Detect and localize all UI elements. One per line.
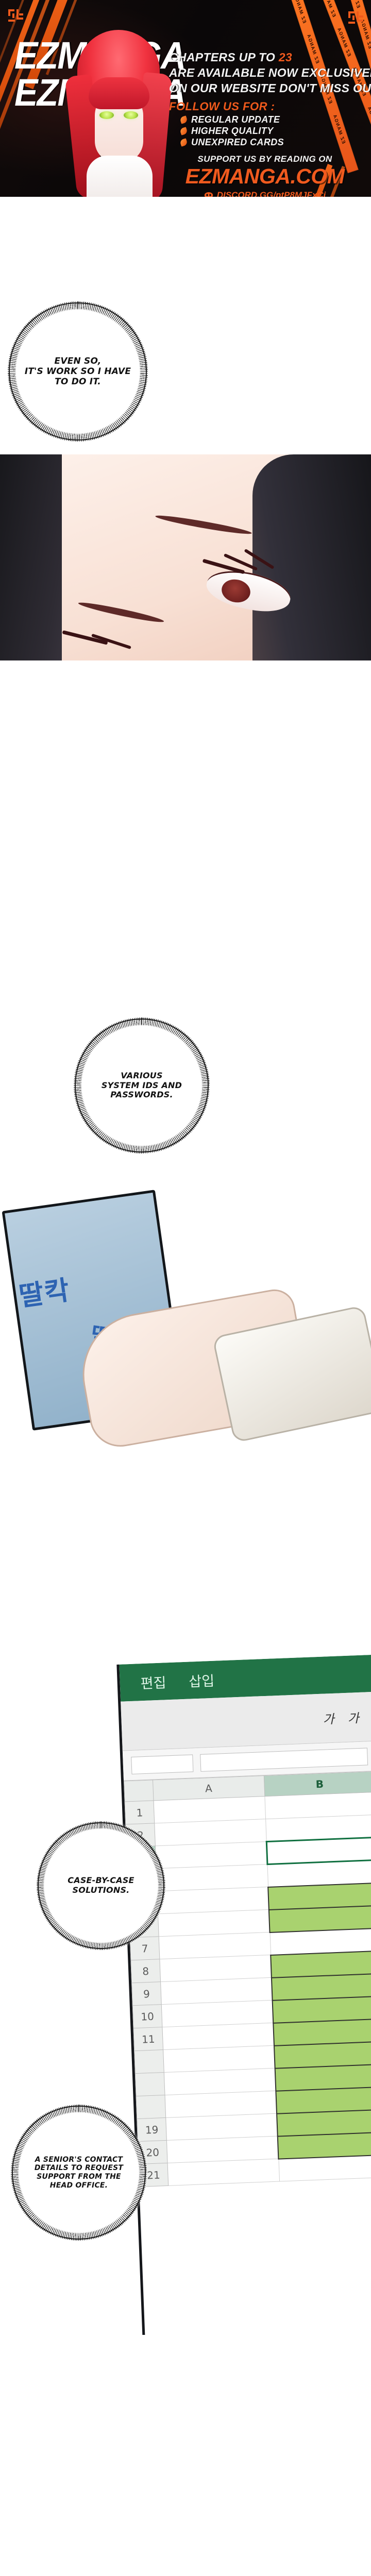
bubble-senior-contact: A SENIOR'S CONTACT DETAILS TO REQUEST SU… xyxy=(14,2108,143,2237)
ribbon-tab-edit[interactable]: 편집 xyxy=(140,1674,167,1692)
benefit-label: HIGHER QUALITY xyxy=(191,126,274,136)
row-header[interactable] xyxy=(134,2049,164,2074)
banner-support-label: SUPPORT US BY READING ON xyxy=(197,154,332,164)
row-header[interactable]: 9 xyxy=(131,1981,162,2006)
font-size-increase-button[interactable]: 가 xyxy=(323,1711,335,1727)
bubble-system-ids: VARIOUS SYSTEM IDS AND PASSWORDS. xyxy=(77,1021,206,1150)
bubble-line: IT'S WORK SO I HAVE xyxy=(24,366,131,377)
character-eye xyxy=(99,111,114,119)
bubble-area-2: VARIOUS SYSTEM IDS AND PASSWORDS. xyxy=(0,1021,371,1150)
banner-website-line: ON OUR WEBSITE DON'T MISS OUT! xyxy=(169,81,371,95)
spreadsheet-app[interactable]: 편집 삽입 가 가 A B 1 xyxy=(116,1655,371,2335)
cell-b3-active[interactable] xyxy=(266,1837,371,1865)
spacer xyxy=(0,660,371,1021)
row-header[interactable] xyxy=(135,2072,165,2096)
cell-b8[interactable] xyxy=(271,1951,371,1978)
row-header[interactable]: 1 xyxy=(125,1800,155,1825)
bubble-line: SUPPORT FROM THE xyxy=(37,2173,121,2181)
ribbon-tab-insert[interactable]: 삽입 xyxy=(188,1673,215,1690)
row-header[interactable]: 10 xyxy=(132,2004,162,2028)
formula-input[interactable] xyxy=(200,1747,368,1772)
benefit-item: REGULAR UPDATE xyxy=(179,114,361,125)
benefit-label: REGULAR UPDATE xyxy=(191,114,280,125)
cell-b5[interactable] xyxy=(268,1883,371,1910)
bubble-line: TO DO IT. xyxy=(55,377,101,387)
row-header[interactable]: 19 xyxy=(137,2117,167,2142)
cell-b7[interactable] xyxy=(269,1928,371,1955)
spreadsheet-toolbar[interactable]: 가 가 xyxy=(121,1691,371,1751)
panel-eye-closeup xyxy=(0,454,371,660)
cell-b21[interactable] xyxy=(278,2154,371,2182)
cell-b4[interactable] xyxy=(267,1860,371,1887)
row-header[interactable]: 11 xyxy=(133,2027,163,2051)
bubble-line: SYSTEM IDS AND xyxy=(101,1080,182,1090)
row-header[interactable]: 8 xyxy=(130,1959,161,1983)
cell-b9[interactable] xyxy=(271,1973,371,2001)
font-size-decrease-button[interactable]: 가 xyxy=(347,1710,360,1726)
cell-b2[interactable] xyxy=(265,1815,371,1842)
banner-availability-line: ARE AVAILABLE NOW EXCLUSIVELY xyxy=(169,66,371,79)
banner-benefits-list: REGULAR UPDATE HIGHER QUALITY UNEXPIRED … xyxy=(169,114,361,148)
select-all-corner[interactable] xyxy=(124,1780,154,1802)
bubble-area-1: EVEN SO, IT'S WORK SO I HAVE TO DO IT. xyxy=(0,300,371,454)
benefit-item: UNEXPIRED CARDS xyxy=(179,137,361,148)
bubble-line: EVEN SO, xyxy=(54,355,102,366)
row-header[interactable] xyxy=(136,2095,166,2119)
sfx-click-1: 딸칵 xyxy=(17,1275,73,1313)
banner-copy: CHAPTERS UP TO 23 ARE AVAILABLE NOW EXCL… xyxy=(169,49,371,197)
banner-chapters-line: CHAPTERS UP TO 23 xyxy=(169,49,361,65)
spacer xyxy=(0,2335,371,2576)
banner-discord-row[interactable]: DISCORD.GG/ptP8MJFxCj xyxy=(169,190,361,197)
chapters-number: 23 xyxy=(278,50,292,64)
spreadsheet-grid[interactable]: A B 1 2 3 4 xyxy=(124,1771,371,2187)
bubble-line: CASE-BY-CASE xyxy=(68,1875,134,1886)
banner-follow-label: FOLLOW US FOR : xyxy=(169,100,275,113)
cell-b19[interactable] xyxy=(277,2109,371,2137)
hair-right xyxy=(252,454,371,660)
cell-b11[interactable] xyxy=(273,2019,371,2046)
cell-b20[interactable] xyxy=(277,2131,371,2159)
flame-icon xyxy=(179,127,188,135)
banner-site-link[interactable]: EZMANGA.COM xyxy=(185,164,345,188)
name-box[interactable] xyxy=(131,1754,194,1774)
bubble-line: HEAD OFFICE. xyxy=(49,2181,108,2190)
benefit-item: HIGHER QUALITY xyxy=(179,126,361,137)
spacer xyxy=(0,197,371,300)
bubble-line: DETAILS TO REQUEST xyxy=(34,2164,124,2173)
cell-a21[interactable] xyxy=(167,2159,280,2186)
bubble-line: VARIOUS xyxy=(121,1070,163,1080)
cell-b14[interactable] xyxy=(276,2086,371,2114)
character-eye xyxy=(124,111,138,119)
bubble-line: PASSWORDS. xyxy=(110,1090,173,1100)
cell-b13[interactable] xyxy=(275,2063,371,2091)
ezmanga-logo-icon xyxy=(348,11,364,27)
ezmanga-ad-banner[interactable]: EZ MANGA EZ MANGA EZ MANGA EZ MANGA EZ M… xyxy=(0,0,371,197)
cell-b12[interactable] xyxy=(274,2041,371,2069)
cell-b10[interactable] xyxy=(272,1996,371,2023)
ezmanga-logo-icon xyxy=(8,9,24,25)
bubble-case-by-case: CASE-BY-CASE SOLUTIONS. xyxy=(40,1825,162,1946)
benefit-label: UNEXPIRED CARDS xyxy=(191,137,284,147)
cell-b1[interactable] xyxy=(264,1792,371,1819)
banner-character-art xyxy=(64,30,173,197)
bubble-line: SOLUTIONS. xyxy=(72,1885,130,1895)
chapters-prefix: CHAPTERS UP TO xyxy=(169,50,279,64)
cell-b6[interactable] xyxy=(268,1905,371,1933)
bubble-line: A SENIOR'S CONTACT xyxy=(35,2155,123,2164)
flame-icon xyxy=(179,115,188,124)
flame-icon xyxy=(179,138,188,147)
panel-spreadsheet: 편집 삽입 가 가 A B 1 xyxy=(0,1655,371,2335)
discord-link[interactable]: DISCORD.GG/ptP8MJFxCj xyxy=(216,190,326,197)
discord-icon xyxy=(204,192,213,197)
bubble-even-so: EVEN SO, IT'S WORK SO I HAVE TO DO IT. xyxy=(11,305,144,438)
panel-typing: 딸칵 딸칵 xyxy=(0,1150,371,1655)
